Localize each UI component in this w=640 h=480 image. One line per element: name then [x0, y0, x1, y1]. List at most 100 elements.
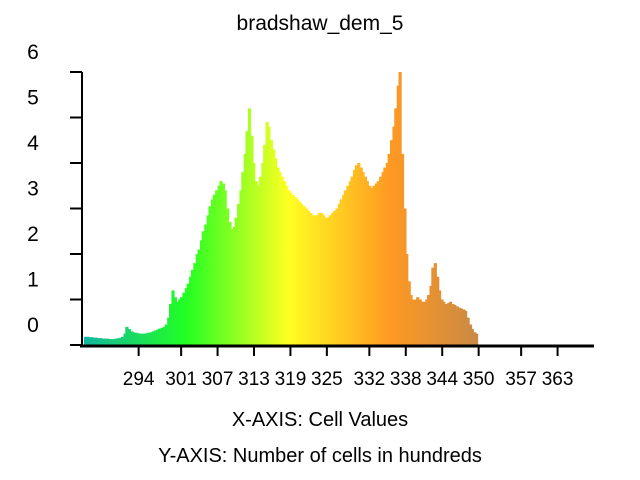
histogram-bar [158, 328, 162, 345]
histogram-bar [112, 339, 116, 345]
histogram-bar [237, 203, 241, 345]
histogram-bar [370, 188, 374, 345]
histogram-bar [171, 290, 175, 345]
histogram-bar [119, 337, 123, 345]
histogram-bar [337, 203, 341, 345]
histogram-bar [284, 185, 289, 345]
histogram-bar [256, 185, 260, 345]
histogram-bar [311, 215, 315, 345]
histogram-bar [97, 338, 101, 345]
histogram-bar [459, 308, 463, 345]
histogram-bar [357, 163, 361, 345]
histogram-bar [141, 333, 145, 346]
histogram-bar [90, 337, 94, 345]
histogram-bar [254, 181, 258, 345]
histogram-bar [153, 330, 157, 345]
histogram-bar [407, 281, 411, 345]
histogram-bar [276, 167, 280, 345]
x-tick-label: 307 [202, 369, 234, 390]
histogram-bar [103, 338, 107, 345]
histogram-bar [320, 213, 324, 345]
histogram-bar [283, 181, 287, 345]
bar-series [84, 72, 479, 346]
x-tick-label: 338 [390, 369, 422, 390]
histogram-bar [302, 206, 306, 345]
x-tick-label: 357 [505, 369, 537, 390]
histogram-bar [342, 194, 346, 345]
histogram-bar [131, 332, 136, 345]
histogram-bar [195, 254, 199, 345]
histogram-bar [444, 304, 448, 345]
histogram-bar [167, 317, 171, 345]
histogram-bar [339, 199, 343, 345]
histogram-bar [343, 190, 348, 345]
histogram-bar [88, 337, 92, 345]
histogram-bar [468, 324, 473, 345]
x-axis-ticks: 294 301 307 313 319 325 332 338 344 350 357 363 [123, 346, 573, 390]
histogram-bar [396, 85, 400, 346]
histogram-bar [208, 206, 212, 345]
histogram-bar [138, 333, 142, 346]
histogram-bar [287, 190, 291, 345]
histogram-bar [230, 228, 234, 345]
histogram-bar [241, 172, 245, 345]
x-tick-label: 325 [311, 369, 343, 390]
histogram-bar [147, 332, 151, 345]
histogram-bar [232, 226, 236, 345]
histogram-bar [451, 304, 455, 345]
histogram-bar [466, 317, 470, 345]
histogram-bar [414, 299, 418, 345]
histogram-bar [142, 333, 147, 346]
histogram-bar [418, 299, 422, 345]
x-tick-label: 301 [165, 369, 197, 390]
histogram-bar [374, 183, 378, 345]
y-tick-label: 6 [27, 41, 39, 64]
histogram-bar [409, 294, 413, 345]
histogram-bar [420, 301, 424, 345]
histogram-bar [123, 333, 127, 346]
histogram-bar [294, 197, 298, 346]
histogram-bar [348, 181, 352, 345]
histogram-bar [422, 301, 426, 345]
histogram-bar [453, 304, 457, 345]
histogram-bar [116, 338, 120, 345]
histogram-bar [291, 194, 295, 345]
y-axis-ticks: 0 1 2 3 4 5 6 [27, 41, 82, 346]
histogram-bar [425, 299, 429, 345]
x-tick-label: 319 [275, 369, 307, 390]
histogram-bar [173, 297, 178, 345]
histogram-bar [212, 194, 216, 345]
histogram-bar [189, 276, 193, 345]
histogram-bar [363, 176, 368, 345]
histogram-bar [110, 339, 114, 345]
histogram-bar [376, 181, 380, 345]
histogram-bar [447, 303, 451, 345]
histogram-bar [221, 183, 225, 345]
histogram-bar [101, 338, 105, 345]
histogram-bar [352, 169, 357, 345]
histogram-bar [182, 292, 186, 345]
histogram-bar [313, 215, 317, 345]
histogram-bar [387, 153, 391, 345]
histogram-bar [322, 215, 326, 345]
histogram-bar [361, 172, 365, 345]
histogram-bar [261, 163, 265, 345]
histogram-bar [127, 329, 131, 345]
histogram-bar [475, 333, 479, 346]
histogram-bar [272, 149, 276, 345]
histogram-bar [92, 337, 96, 345]
histogram-bar [354, 165, 358, 345]
histogram-bar [226, 208, 230, 345]
histogram-bar [197, 249, 201, 345]
histogram-bar [394, 108, 398, 346]
chart-title: bradshaw_dem_5 [237, 12, 404, 35]
histogram-bar [164, 324, 168, 345]
histogram-bar [295, 199, 300, 345]
y-tick-label: 2 [27, 223, 39, 246]
histogram-bar [350, 176, 354, 345]
histogram-bar [381, 172, 385, 345]
histogram-bar [436, 276, 440, 345]
histogram-bar [134, 332, 138, 345]
histogram-bar [125, 326, 129, 345]
histogram-bar [416, 297, 420, 345]
